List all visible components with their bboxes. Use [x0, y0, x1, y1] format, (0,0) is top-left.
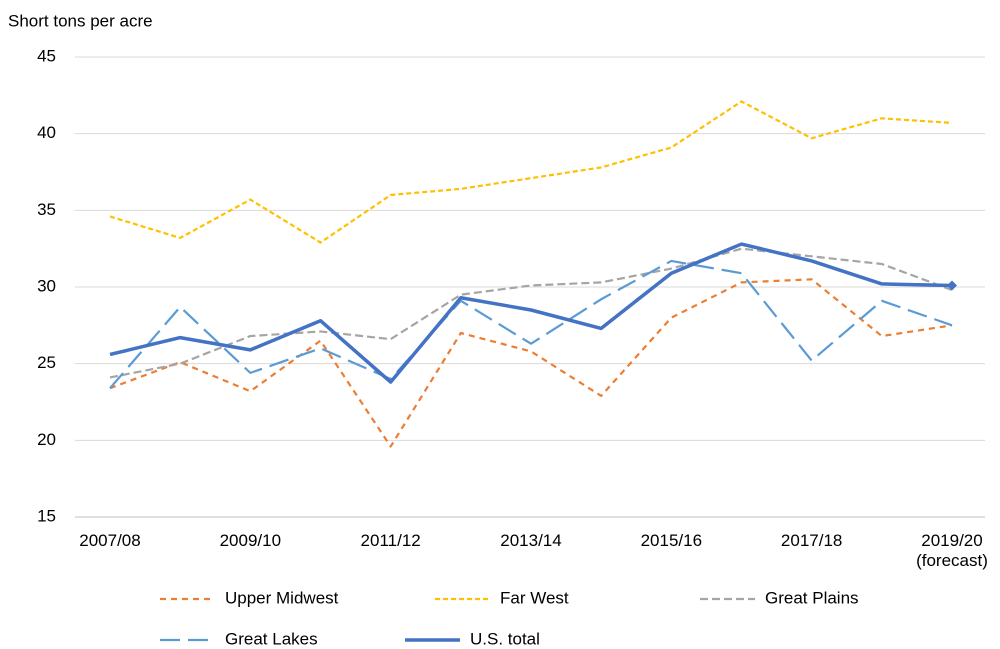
y-tick-label: 45: [37, 46, 56, 65]
x-tick-label: 2009/10: [219, 531, 282, 550]
legend-label: Upper Midwest: [225, 588, 339, 607]
series-line: [109, 278, 953, 448]
series-line: [109, 242, 953, 384]
x-tick-label: 2011/12: [360, 531, 421, 550]
y-tick-label: 25: [37, 353, 56, 372]
x-tick-label: 2017/18: [780, 531, 843, 550]
series-line: [109, 100, 953, 244]
y-tick-label: 15: [37, 506, 56, 525]
x-tick-label: 2007/08: [79, 531, 141, 550]
legend-label: Far West: [500, 588, 569, 607]
x-tick-label: 2013/14: [500, 531, 562, 550]
legend-label: Great Plains: [765, 588, 859, 607]
y-tick-label: 40: [37, 123, 56, 142]
y-axis-label: Short tons per acre: [8, 11, 153, 30]
legend-label: U.S. total: [470, 629, 540, 648]
legend-label: Great Lakes: [225, 629, 318, 648]
y-tick-label: 35: [37, 200, 56, 219]
y-tick-label: 20: [37, 430, 56, 449]
end-marker: [947, 280, 957, 291]
y-tick-label: 30: [37, 276, 56, 295]
series-line: [109, 259, 953, 389]
x-tick-label: 2019/20 (forecast): [916, 531, 988, 570]
series-line: [109, 247, 953, 379]
x-tick-label: 2015/16: [640, 531, 703, 550]
